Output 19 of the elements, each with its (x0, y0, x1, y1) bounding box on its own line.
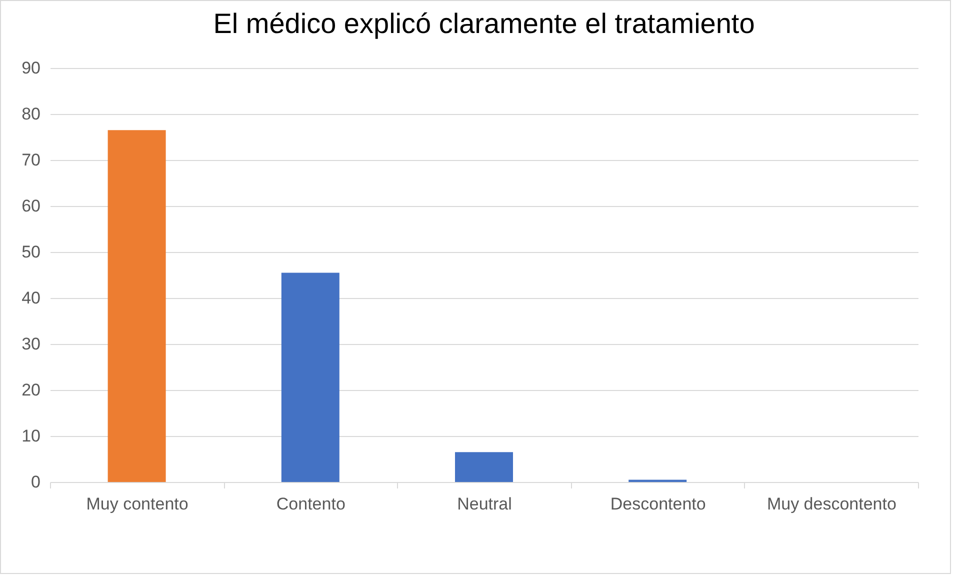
bar (108, 130, 166, 482)
bar (455, 452, 513, 482)
y-tick-label: 30 (22, 334, 40, 354)
y-tick-label: 60 (22, 196, 40, 216)
y-tick-label: 0 (31, 472, 40, 492)
y-tick-label: 50 (22, 242, 40, 262)
y-tick-label: 20 (22, 380, 40, 400)
x-tick-label: Muy descontento (766, 494, 896, 514)
x-tick-label: Muy contento (86, 494, 188, 514)
x-tick-label: Neutral (457, 494, 512, 514)
y-tick-label: 90 (22, 58, 40, 78)
x-tick-label: Descontento (610, 494, 706, 514)
x-tick-label: Contento (276, 494, 346, 514)
bar (281, 272, 340, 482)
y-tick-label: 80 (22, 104, 40, 124)
chart-title: El médico explicó claramente el tratamiento (213, 8, 755, 39)
y-tick-label: 10 (22, 426, 40, 446)
y-tick-label: 70 (22, 150, 40, 170)
y-tick-label: 40 (22, 288, 40, 308)
